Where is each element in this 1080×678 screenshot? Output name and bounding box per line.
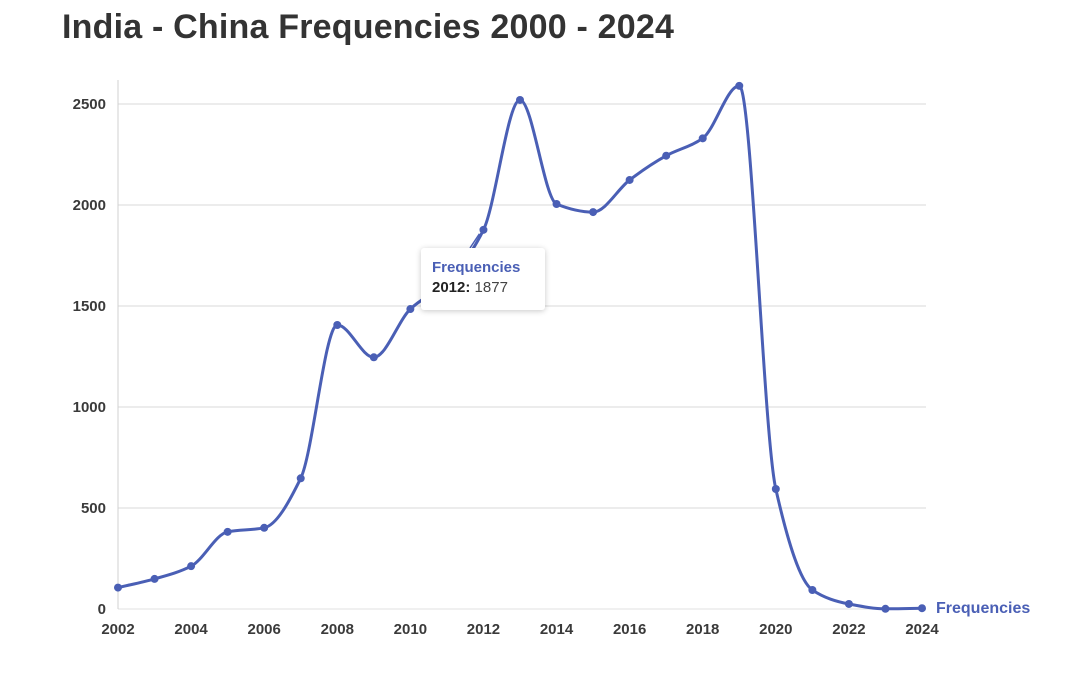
data-point[interactable] [589,208,598,217]
x-tick-label: 2010 [394,621,427,638]
tooltip-connector [469,233,481,249]
x-tick-label: 2004 [174,621,208,638]
chart-title: India - China Frequencies 2000 - 2024 [62,8,675,46]
data-point[interactable] [881,604,890,613]
x-tick-label: 2022 [832,621,865,638]
data-point[interactable] [333,320,342,329]
data-point[interactable] [552,199,561,208]
y-axis-ticks: 0 500 1000 1500 2000 2500 [73,96,106,618]
data-point[interactable] [114,583,122,592]
data-point[interactable] [150,574,159,583]
data-point[interactable] [260,523,269,532]
data-point[interactable] [296,474,305,483]
x-tick-label: 2012 [467,621,500,638]
x-tick-label: 2002 [101,621,134,638]
data-point[interactable] [735,81,744,90]
data-point[interactable] [516,95,524,104]
y-tick-label: 2000 [73,197,106,214]
tooltip-series-name: Frequencies [432,259,521,276]
data-point[interactable] [918,604,926,613]
x-tick-label: 2016 [613,621,646,638]
x-tick-label: 2024 [905,621,939,638]
x-tick-label: 2006 [247,621,280,638]
y-tick-label: 0 [98,601,106,618]
x-tick-label: 2018 [686,621,719,638]
y-tick-label: 1500 [73,298,106,315]
data-point[interactable] [662,151,671,160]
series-line-frequencies [116,84,924,611]
data-point[interactable] [187,562,196,571]
x-axis-ticks: 2002 2004 2006 2008 2010 2012 2014 2016 2018 2020… [101,621,939,638]
data-point[interactable] [479,225,488,234]
data-point[interactable] [844,599,853,608]
tooltip-value: 1877 [474,279,508,296]
tooltip: Frequencies 2012: 1877 [421,248,545,310]
data-point[interactable] [223,527,232,536]
y-tick-label: 500 [81,500,106,517]
y-tick-label: 1000 [73,399,106,416]
x-tick-label: 2008 [321,621,354,638]
data-point[interactable] [625,175,634,184]
series-end-label: Frequencies [936,600,1030,617]
x-tick-label: 2014 [540,621,574,638]
data-point[interactable] [698,134,707,143]
x-tick-label: 2020 [759,621,792,638]
data-point[interactable] [808,586,817,595]
grid-lines [118,103,926,610]
tooltip-x-label: 2012: [432,279,471,296]
tooltip-row: 2012: 1877 [432,278,545,298]
data-point[interactable] [369,353,378,362]
data-points [114,81,926,613]
y-tick-label: 2500 [73,96,106,113]
data-point[interactable] [406,305,415,314]
data-point[interactable] [771,485,780,494]
